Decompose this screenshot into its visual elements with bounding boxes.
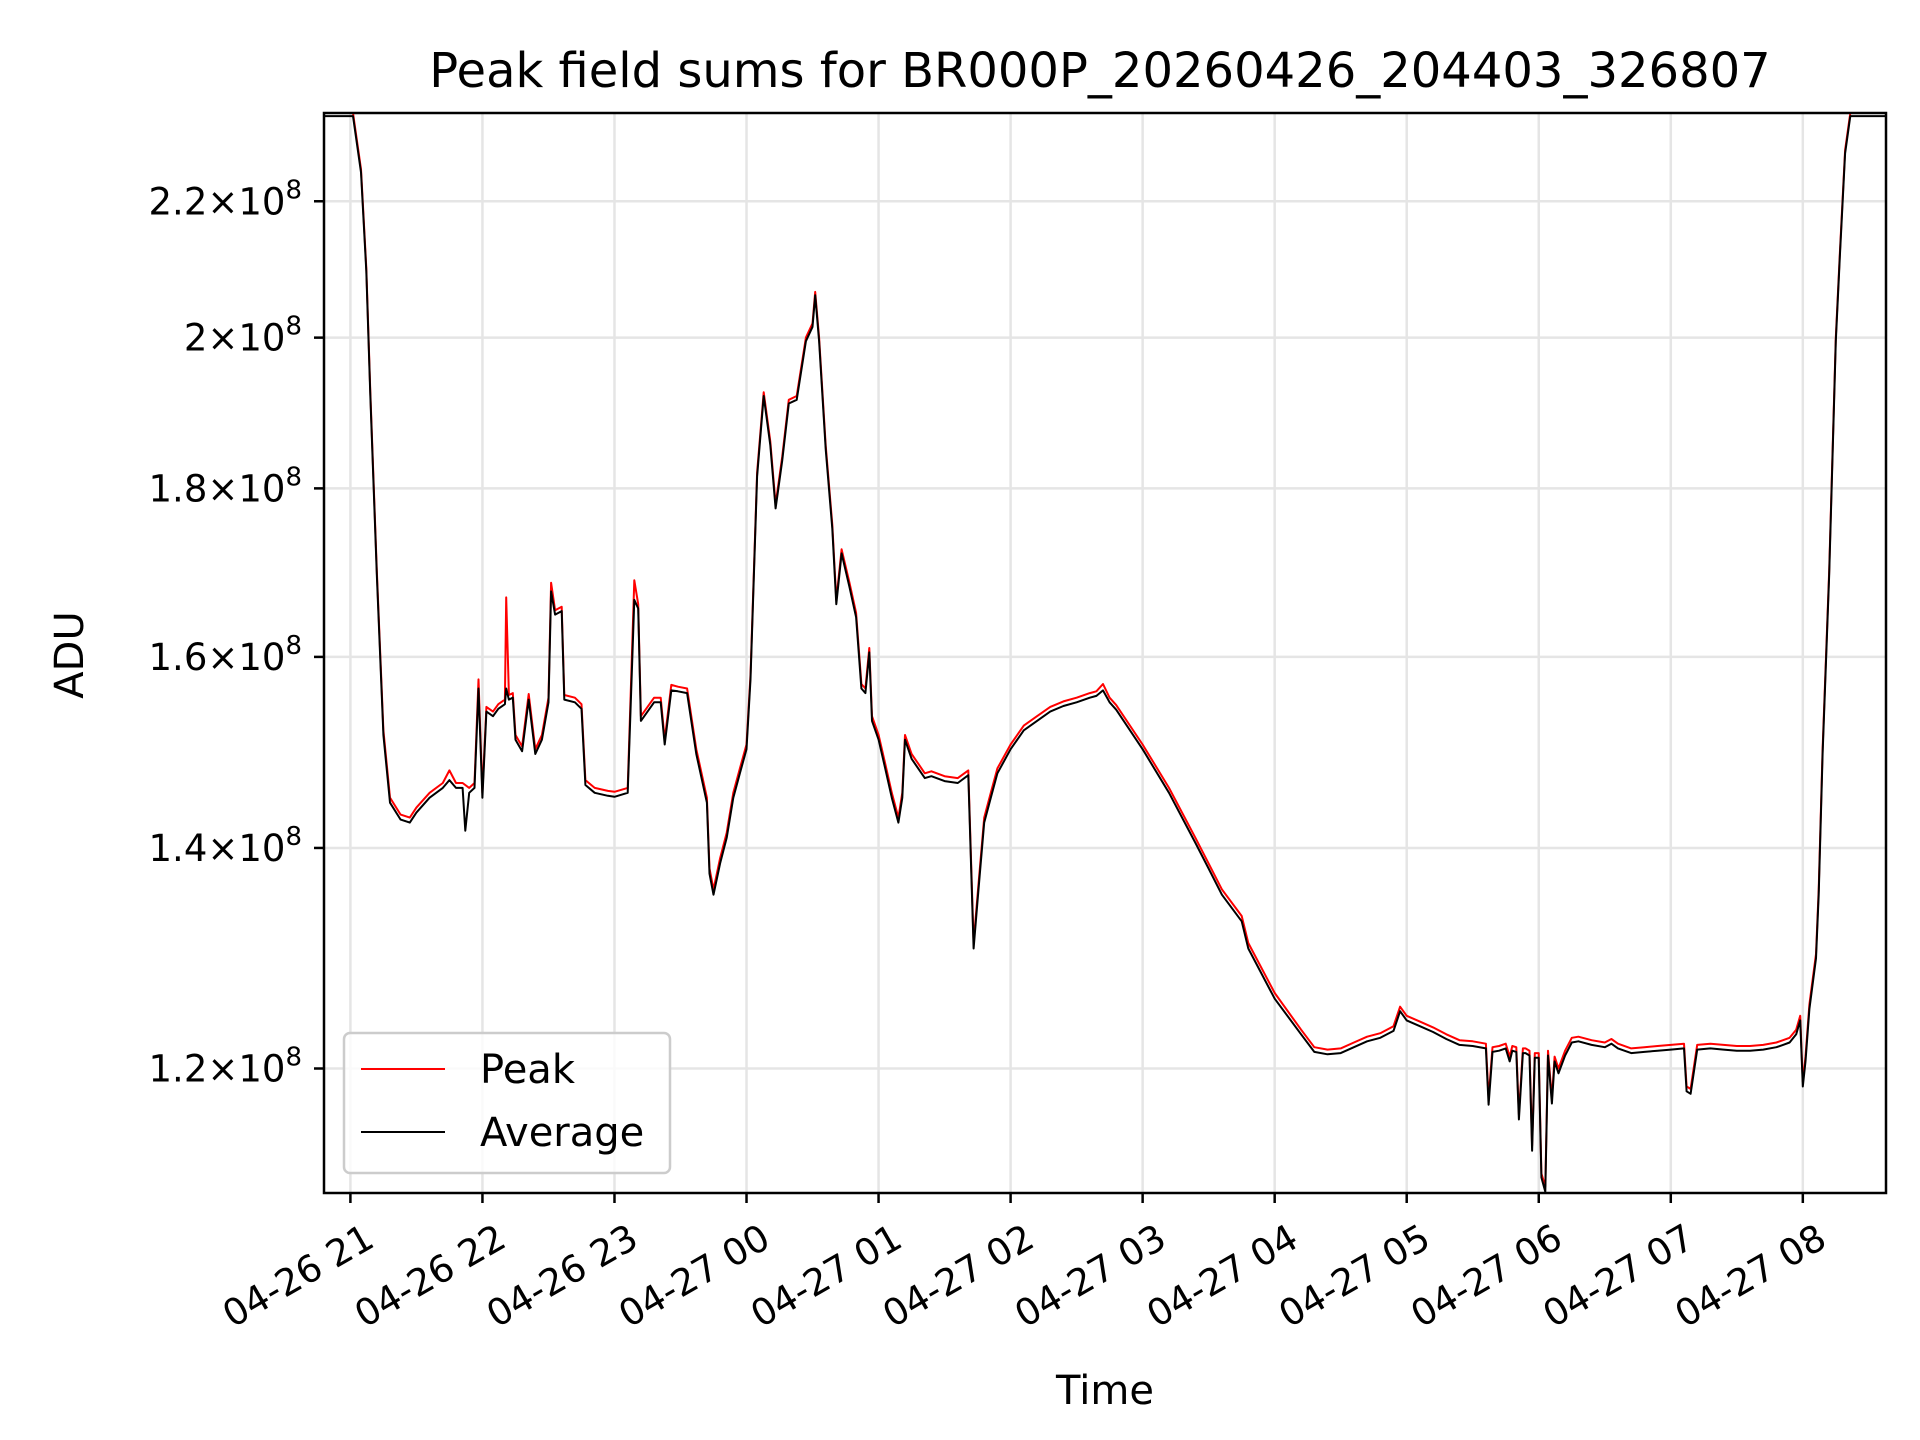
y-tick-label: 2.2×108 — [149, 175, 302, 223]
series-line-average — [324, 115, 1886, 1193]
legend-label-peak: Peak — [480, 1047, 576, 1093]
y-tick-label: 2×108 — [184, 312, 302, 360]
y-tick-label: 1.4×108 — [149, 822, 302, 870]
plot-frame — [322, 111, 1888, 1195]
plot-area — [324, 113, 1886, 1193]
chart-title: Peak field sums for BR000P_20260426_2044… — [429, 43, 1770, 99]
x-gridlines — [349, 113, 1805, 1193]
y-axis-ticks: 1.2×108 1.4×108 1.6×108 1.8×108 2×108 2.2×108 — [149, 175, 324, 1091]
series-layer — [324, 113, 1886, 1193]
y-gridlines — [324, 200, 1886, 1070]
y-tick-label: 1.6×108 — [149, 631, 302, 679]
legend-label-average: Average — [480, 1110, 644, 1156]
plot-clip — [324, 113, 1886, 1193]
y-tick-label: 1.2×108 — [149, 1043, 302, 1091]
legend: Peak Average — [342, 1031, 672, 1175]
y-axis-label: ADU — [47, 611, 93, 698]
x-axis-label: Time — [1055, 1368, 1154, 1414]
y-tick-label: 1.8×108 — [149, 462, 302, 510]
